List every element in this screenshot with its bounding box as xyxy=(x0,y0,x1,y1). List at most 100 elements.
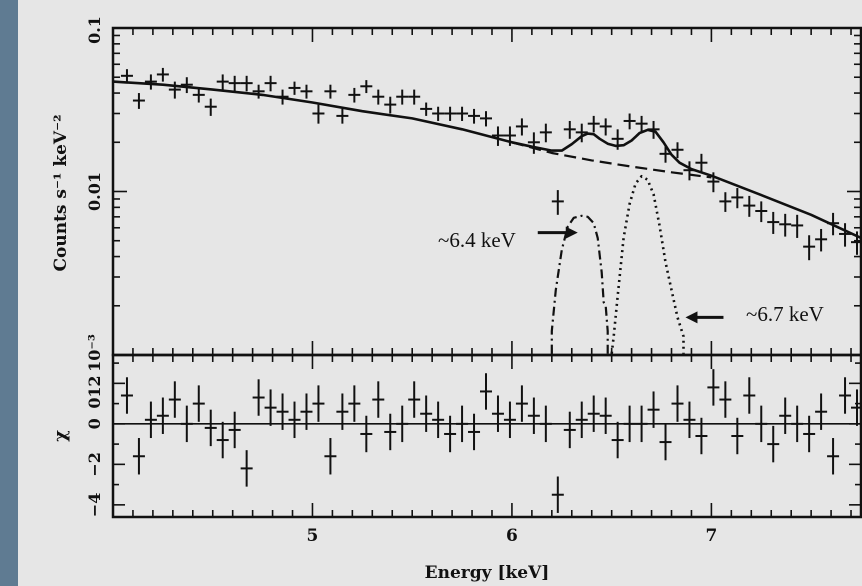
y-tick-label-bottom: 0 xyxy=(85,397,104,408)
data-point xyxy=(515,118,528,136)
residual-point xyxy=(192,385,205,422)
residual-point xyxy=(551,476,564,513)
line-6-7-kev-profile xyxy=(610,174,685,354)
residual-point xyxy=(827,438,840,475)
y-tick-label-top: 10⁻³ xyxy=(85,334,104,372)
data-point xyxy=(336,108,349,124)
data-point xyxy=(240,75,253,92)
data-point xyxy=(707,172,720,193)
data-point xyxy=(851,231,862,255)
data-point xyxy=(204,98,217,116)
y-axis-label-bottom: χ xyxy=(50,430,71,442)
data-point xyxy=(456,106,469,121)
y-tick-label-top: 0.01 xyxy=(85,172,104,211)
data-point xyxy=(527,132,540,154)
axis-ticks xyxy=(113,28,861,517)
data-point xyxy=(767,211,780,234)
data-points xyxy=(120,67,862,261)
total-model-line xyxy=(112,80,862,240)
data-point xyxy=(719,192,732,212)
data-point xyxy=(444,106,457,121)
residual-point xyxy=(312,385,325,422)
arrow-6-4-kev-head xyxy=(565,226,578,239)
residual-point xyxy=(563,411,576,449)
model-curves xyxy=(112,80,862,354)
data-point xyxy=(791,214,804,238)
residual-point xyxy=(767,425,780,463)
residual-point xyxy=(599,397,612,434)
data-point xyxy=(731,188,744,209)
y-tick-label-bottom: −4 xyxy=(85,493,104,518)
residual-point xyxy=(252,379,265,416)
data-point xyxy=(180,77,193,94)
bottom-panel-box xyxy=(111,353,862,519)
residual-point xyxy=(288,401,301,439)
residual-point xyxy=(851,389,862,426)
residual-points xyxy=(113,369,862,513)
residual-point xyxy=(611,421,624,459)
residual-point xyxy=(791,405,804,443)
residual-point xyxy=(647,391,660,428)
residual-point xyxy=(216,421,229,459)
residual-point xyxy=(276,393,289,430)
data-point xyxy=(659,145,672,163)
residual-point xyxy=(456,405,469,443)
residual-point xyxy=(539,405,552,443)
data-point xyxy=(480,111,493,127)
residual-point xyxy=(671,385,684,422)
continuum-dashed-line xyxy=(511,141,712,179)
residual-point xyxy=(515,385,528,422)
annotation-arrows xyxy=(537,226,724,324)
data-point xyxy=(216,74,229,90)
residual-point xyxy=(132,438,145,475)
residual-point xyxy=(503,401,516,439)
data-point xyxy=(132,93,145,109)
data-point xyxy=(611,129,624,150)
data-point xyxy=(312,104,325,124)
data-point xyxy=(839,223,852,247)
data-point xyxy=(168,81,181,99)
data-point xyxy=(420,102,433,116)
data-point xyxy=(539,123,552,143)
data-point xyxy=(683,161,696,181)
residual-point xyxy=(803,415,816,453)
residual-point xyxy=(360,415,373,453)
data-point xyxy=(156,67,169,82)
data-point xyxy=(372,89,385,105)
data-point xyxy=(396,89,409,105)
residual-point xyxy=(683,401,696,439)
residual-point xyxy=(348,385,361,422)
data-point xyxy=(348,87,361,103)
data-point xyxy=(491,126,504,146)
data-point xyxy=(432,106,445,121)
residual-point xyxy=(240,450,253,487)
residual-point xyxy=(228,411,241,449)
residual-point xyxy=(491,395,504,432)
residual-point xyxy=(707,369,720,406)
data-point xyxy=(623,113,636,130)
residual-point xyxy=(743,377,756,414)
residual-point xyxy=(444,415,457,453)
data-point xyxy=(671,142,684,159)
data-point xyxy=(599,118,612,136)
data-point xyxy=(575,123,588,143)
data-point xyxy=(503,126,516,146)
data-point xyxy=(827,212,840,236)
x-axis-label: Energy [keV] xyxy=(425,563,550,583)
residual-point xyxy=(815,393,828,430)
x-tick-label: 7 xyxy=(705,526,717,546)
data-point xyxy=(755,201,768,223)
y-tick-label-top: 0.1 xyxy=(85,16,104,44)
residual-point xyxy=(324,438,337,475)
data-point xyxy=(468,108,481,124)
residual-point xyxy=(168,381,181,418)
data-point xyxy=(695,153,708,173)
data-point xyxy=(324,84,337,99)
data-point xyxy=(551,190,564,215)
data-point xyxy=(252,84,265,99)
residual-point xyxy=(180,405,193,443)
data-point xyxy=(228,75,241,92)
data-point xyxy=(384,96,397,114)
